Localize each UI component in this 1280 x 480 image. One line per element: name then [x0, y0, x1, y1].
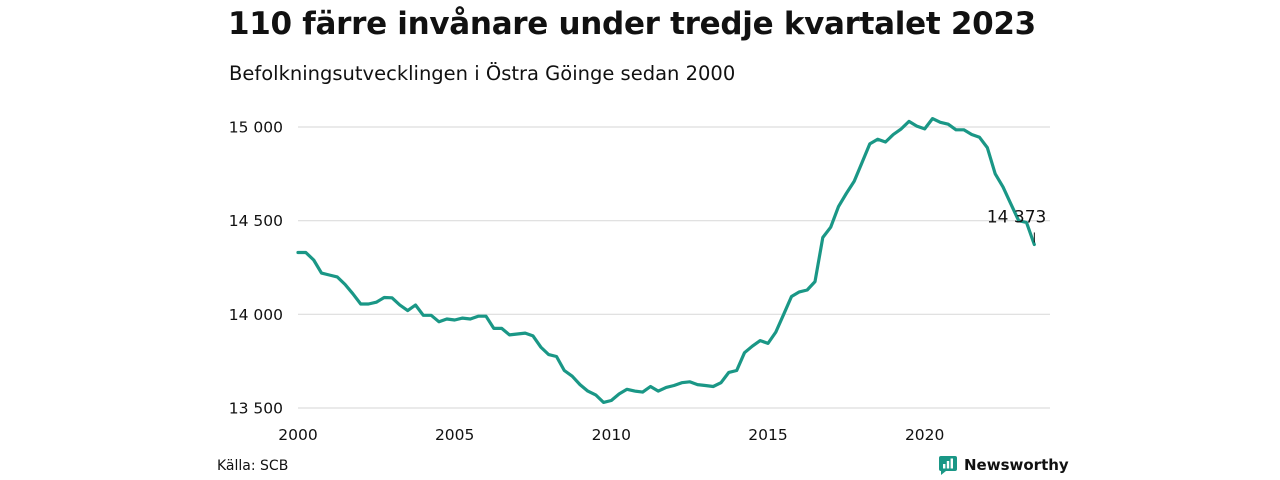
annotations: 14 373 [987, 207, 1046, 243]
series-layer [296, 116, 1036, 404]
x-tick-label: 2020 [905, 426, 944, 444]
x-tick-label: 2010 [592, 426, 631, 444]
end-value-label: 14 373 [987, 207, 1046, 227]
x-tick-label: 2005 [435, 426, 474, 444]
x-tick-label: 2000 [278, 426, 317, 444]
y-tick-label: 14 500 [229, 212, 283, 230]
gridlines [298, 126, 1050, 409]
chart-title: 110 färre invånare under tredje kvartale… [228, 6, 1036, 42]
y-tick-label: 13 500 [229, 400, 283, 418]
brand-name: Newsworthy [964, 456, 1069, 474]
newsworthy-logo-icon [939, 456, 957, 475]
series-line [296, 116, 1036, 404]
x-axis-ticks: 2000 2005 2010 2015 2020 [278, 426, 944, 444]
chart-subtitle: Befolkningsutvecklingen i Östra Göinge s… [229, 62, 736, 85]
y-tick-label: 15 000 [229, 119, 283, 137]
y-tick-label: 14 000 [229, 306, 283, 324]
brand-logo: Newsworthy [938, 455, 1069, 475]
source-note: Källa: SCB [217, 458, 289, 474]
y-axis-ticks: 13 500 14 000 14 500 15 000 [229, 119, 283, 418]
x-tick-label: 2015 [748, 426, 787, 444]
